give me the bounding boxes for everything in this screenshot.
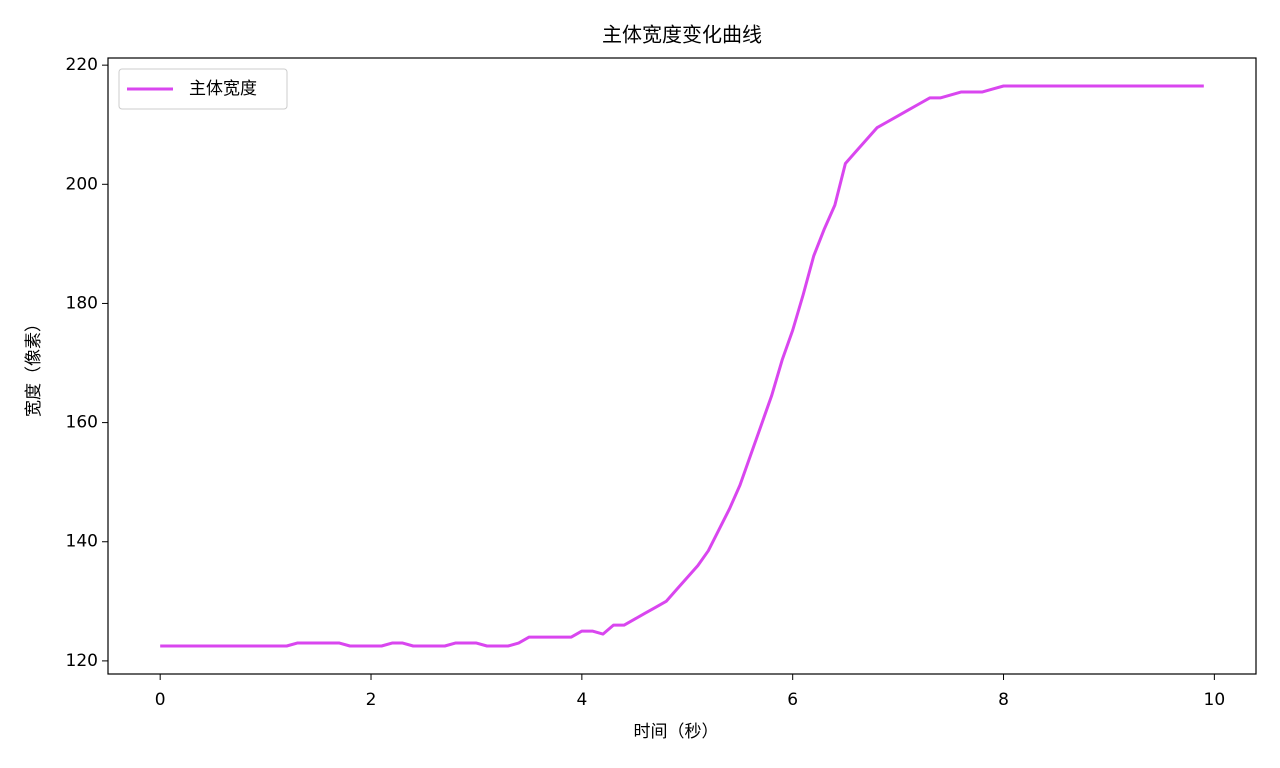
- y-tick-label: 180: [66, 293, 98, 313]
- y-tick-label: 120: [66, 651, 98, 671]
- chart-title: 主体宽度变化曲线: [602, 23, 762, 47]
- x-tick-label: 8: [998, 690, 1009, 710]
- y-tick-label: 140: [66, 532, 98, 552]
- y-axis-label: 宽度（像素）: [24, 315, 44, 417]
- x-tick-label: 2: [366, 690, 377, 710]
- y-tick-label: 160: [66, 413, 98, 433]
- x-tick-label: 4: [576, 690, 587, 710]
- plot-frame: [107, 57, 1257, 675]
- y-tick-label: 200: [66, 174, 98, 194]
- x-axis-label: 时间（秒）: [634, 722, 719, 742]
- x-tick-label: 0: [155, 690, 166, 710]
- x-tick-label: 6: [787, 690, 798, 710]
- legend-label: 主体宽度: [189, 79, 257, 99]
- legend-box: [118, 68, 288, 110]
- line: [160, 84, 1204, 648]
- x-tick-label: 10: [1204, 690, 1226, 710]
- y-tick-label: 220: [66, 55, 98, 75]
